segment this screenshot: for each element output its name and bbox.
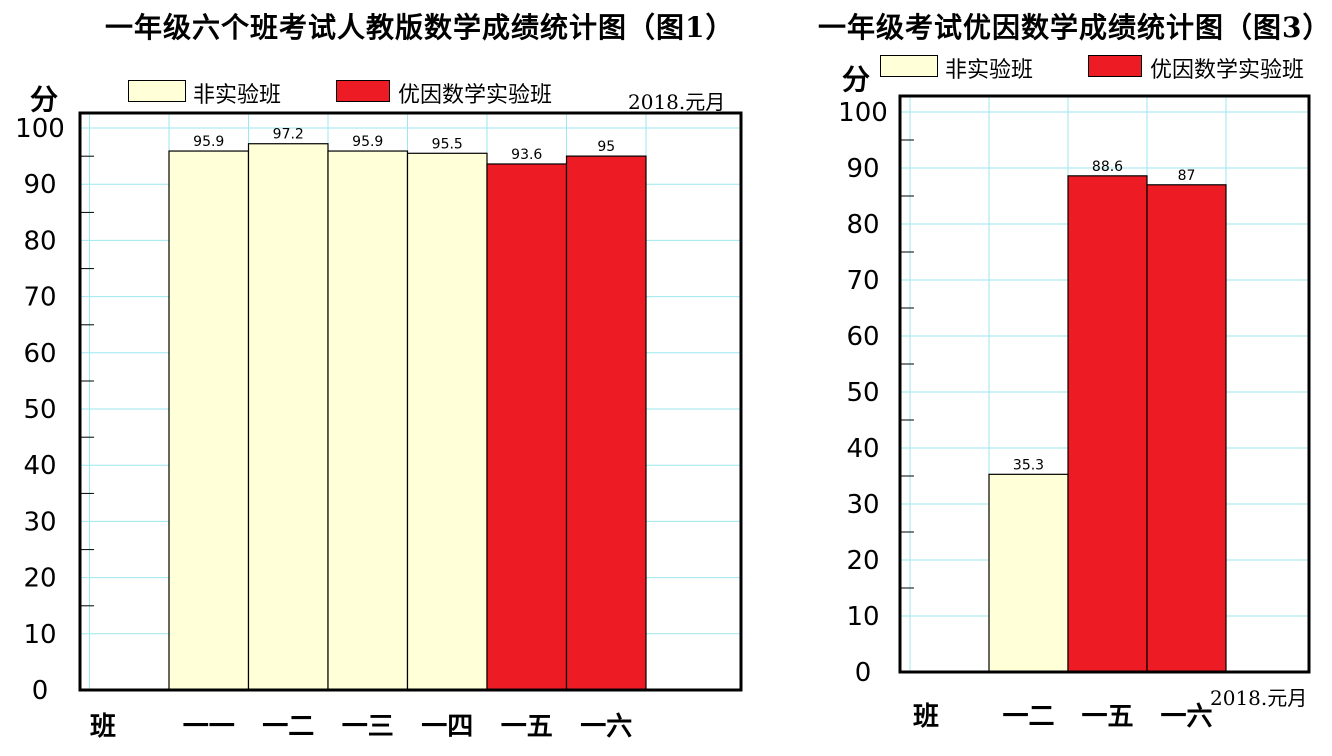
chart-1-bar-5 [486,163,568,691]
chart-1-ytick-label-70: 70 [23,283,56,313]
chart-1-xtick-label-6: 一六 [580,712,632,742]
chart-1-xtick-label-4: 一四 [421,712,473,742]
chart-1-xtick-label-5: 一五 [501,712,553,742]
chart-1-date: 2018.元月 [628,90,726,114]
chart-1-ytick-label-90: 90 [23,170,56,200]
chart-1-ytick-label-50: 50 [23,395,56,425]
chart-1-legend-label-experimental: 优因数学实验班 [398,83,553,108]
chart-1-data-label-5: 93.6 [511,147,542,163]
chart-1-legend-label-non-experimental: 非实验班 [193,83,282,108]
chart-1-ytick-label-80: 80 [23,226,56,256]
chart-1-x-unit-label: 班 [90,712,116,742]
chart-1-bar-1 [168,150,250,691]
chart-1-ytick-label-60: 60 [23,339,56,369]
chart-1-ytick-label-20: 20 [23,564,56,594]
chart-1-data-label-2: 97.2 [273,127,304,143]
chart-1-plot: 95.9 97.2 95.9 95.5 93.6 95 0 10 20 30 40 50 60 70 80 9… [15,111,743,742]
chart-1-bar-6 [565,155,647,691]
chart-1-data-label-3: 95.9 [352,134,383,150]
chart-1-ytick-label-40: 40 [23,451,56,481]
chart-1-frame [78,111,743,692]
chart-1-ytick-label-30: 30 [23,507,56,537]
chart-1-bar-4 [406,152,488,691]
chart-1-ytick-label-100: 100 [15,114,65,144]
chart-1-xtick-label-2: 一二 [262,712,314,742]
chart-1-title: 一年级六个班考试人教版数学成绩统计图（图1） [105,11,735,44]
chart-1-data-label-1: 95.9 [193,134,224,150]
chart-1-data-label-6: 95 [597,139,615,155]
chart-1-data-label-4: 95.5 [432,136,463,152]
chart-1-xtick-label-1: 一一 [183,712,235,742]
chart-1-ytick-label-0: 0 [32,676,49,706]
chart-1-legend-swatch-experimental [336,80,390,102]
chart-1-bar-3 [327,150,409,691]
chart-1-y-unit: 分 [30,83,59,116]
chart-1-xtick-label-3: 一三 [342,712,394,742]
chart-1-bar-2 [247,143,329,691]
chart-1-legend-swatch-non-experimental [128,80,186,102]
chart-1-ytick-label-10: 10 [23,620,56,650]
